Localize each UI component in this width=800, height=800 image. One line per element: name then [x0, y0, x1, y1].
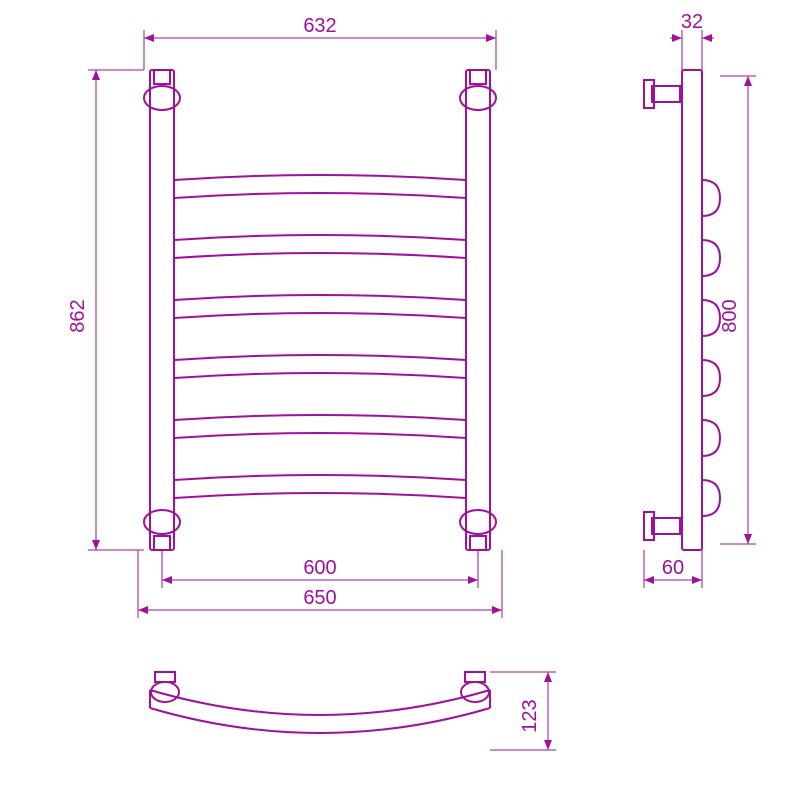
side-rungs — [702, 180, 720, 516]
dim-label: 123 — [519, 699, 541, 732]
dim-side-depth: 60 — [644, 550, 702, 588]
front-view — [144, 70, 496, 550]
dim-label: 800 — [719, 299, 741, 332]
technical-drawing: 632 32 862 800 600 650 — [0, 0, 800, 800]
top-view — [150, 672, 490, 733]
dim-label: 60 — [662, 557, 684, 579]
dim-side-height: 800 — [719, 76, 756, 544]
dim-inner-width: 600 — [162, 550, 478, 588]
side-connector-top — [644, 80, 680, 108]
dim-top-width: 632 — [144, 15, 496, 70]
dim-front-height: 862 — [67, 70, 144, 550]
side-view — [644, 70, 720, 550]
dim-topview-height: 123 — [490, 672, 556, 750]
dim-label: 632 — [303, 15, 336, 37]
front-rungs — [174, 175, 466, 498]
dim-label: 600 — [303, 557, 336, 579]
side-connector-bottom — [644, 512, 680, 540]
dim-label: 862 — [67, 299, 89, 332]
dim-label: 650 — [303, 587, 336, 609]
dim-side-top: 32 — [670, 11, 714, 70]
dim-label: 32 — [681, 11, 703, 33]
